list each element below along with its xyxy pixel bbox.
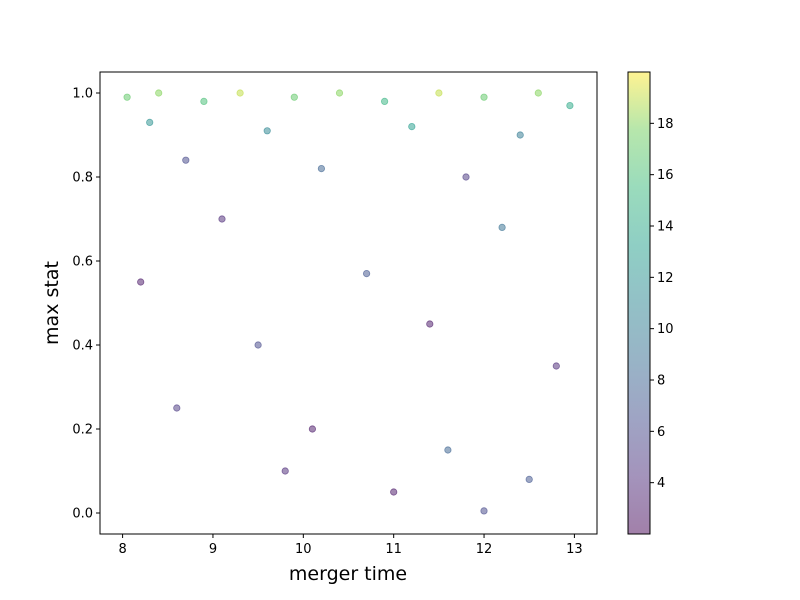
- colorbar-tick-label: 10: [657, 322, 674, 337]
- scatter-point: [290, 93, 298, 101]
- scatter-point: [525, 475, 533, 483]
- x-tick-label: 13: [566, 542, 583, 557]
- colorbar-tick-label: 4: [657, 476, 665, 491]
- scatter-point: [516, 131, 524, 139]
- colorbar: 4 6 8 10 12 14 16 18: [627, 71, 674, 535]
- colorbar-tick-label: 8: [657, 374, 665, 389]
- scatter-point: [281, 467, 289, 475]
- y-tick-label: 0.2: [72, 423, 93, 438]
- x-axis-label: merger time: [289, 563, 407, 585]
- colorbar-tick-label: 6: [657, 425, 665, 440]
- scatter-point: [123, 93, 131, 101]
- colorbar-tick-label: 12: [657, 271, 674, 286]
- scatter-point: [435, 89, 443, 97]
- y-tick-label: 0.8: [72, 171, 93, 186]
- colorbar-tick-label: 18: [657, 117, 674, 132]
- y-axis-label: max stat: [41, 261, 63, 345]
- x-tick-label: 8: [118, 542, 126, 557]
- plot-frame: [99, 71, 598, 535]
- scatter-point: [444, 446, 452, 454]
- colorbar-tick-label: 16: [657, 168, 674, 183]
- scatter-point: [317, 165, 325, 173]
- scatter-point: [146, 118, 154, 127]
- scatter-point: [182, 156, 190, 164]
- scatter-point: [308, 425, 316, 433]
- scatter-point: [480, 507, 488, 515]
- scatter-point: [362, 269, 371, 278]
- scatter-points: [123, 89, 574, 515]
- scatter-point: [408, 123, 416, 131]
- colorbar-tick-label: 14: [657, 220, 674, 235]
- colorbar-ticks: 4 6 8 10 12 14 16 18: [650, 117, 674, 491]
- scatter-point: [254, 341, 262, 349]
- scatter-point: [566, 102, 574, 110]
- scatter-point: [390, 488, 398, 496]
- scatter-point: [173, 404, 181, 412]
- scatter-point: [263, 127, 271, 135]
- y-tick-label: 0.4: [72, 339, 93, 354]
- scatter-point: [200, 97, 208, 106]
- scatter-point: [480, 93, 488, 101]
- x-axis-ticks: 8 9 10 11 12 13: [118, 534, 583, 557]
- scatter-point: [462, 173, 470, 181]
- scatter-point: [380, 97, 389, 106]
- y-axis-ticks: 0.0 0.2 0.4 0.6 0.8 1.0: [72, 87, 100, 522]
- colorbar-frame: [627, 71, 651, 535]
- scatter-point: [552, 362, 560, 370]
- scatter-point: [534, 89, 542, 97]
- x-tick-label: 9: [209, 542, 217, 557]
- colorbar-gradient: [628, 72, 650, 534]
- y-tick-label: 0.6: [72, 255, 93, 270]
- scatter-point: [236, 89, 244, 97]
- scatter-point: [137, 278, 145, 286]
- x-tick-label: 12: [476, 542, 493, 557]
- scatter-point: [155, 89, 163, 97]
- scatter-point: [498, 223, 506, 231]
- scatter-point: [218, 215, 226, 223]
- scatter-point: [426, 320, 434, 328]
- x-tick-label: 11: [385, 542, 402, 557]
- x-tick-label: 10: [295, 542, 312, 557]
- y-tick-label: 1.0: [72, 87, 93, 102]
- y-tick-label: 0.0: [72, 507, 93, 522]
- scatter-point: [335, 89, 344, 97]
